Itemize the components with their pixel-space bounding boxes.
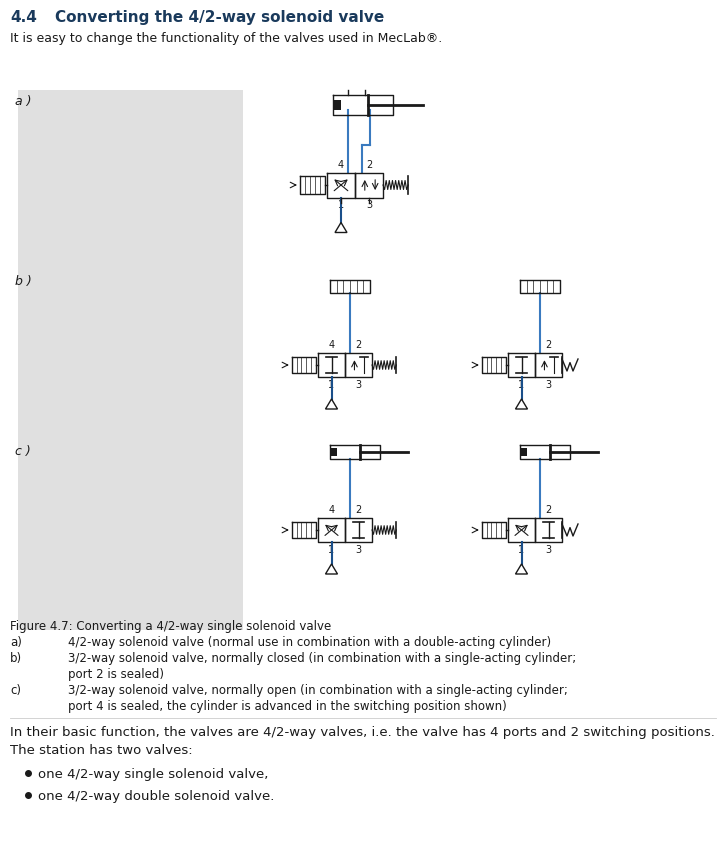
Text: It is easy to change the functionality of the valves used in MecLab®.: It is easy to change the functionality o… [10,32,442,45]
Text: 1: 1 [328,545,335,555]
Text: 4: 4 [338,159,344,170]
Text: b ): b ) [15,275,32,288]
Text: 4.4: 4.4 [10,10,37,25]
Text: b): b) [10,652,22,665]
Text: 1: 1 [518,545,525,555]
Text: 4/2-way solenoid valve (normal use in combination with a double-acting cylinder): 4/2-way solenoid valve (normal use in co… [68,636,551,649]
Text: c): c) [10,684,21,697]
Text: a): a) [10,636,22,649]
Bar [18,440,243,630]
Bar [330,448,337,456]
Text: 3/2-way solenoid valve, normally closed (in combination with a single-acting cyl: 3/2-way solenoid valve, normally closed … [68,652,576,665]
Text: 4: 4 [328,340,335,350]
Text: 2: 2 [366,159,372,170]
Text: 1: 1 [328,380,335,390]
Text: 2: 2 [545,340,552,350]
Text: 3: 3 [366,201,372,210]
Text: 3/2-way solenoid valve, normally open (in combination with a single-acting cylin: 3/2-way solenoid valve, normally open (i… [68,684,568,697]
Text: 2: 2 [355,505,362,515]
Text: 1: 1 [338,201,344,210]
Bar [18,90,243,280]
Text: In their basic function, the valves are 4/2-way valves, i.e. the valve has 4 por: In their basic function, the valves are … [10,726,715,739]
Text: port 2 is sealed): port 2 is sealed) [68,668,164,681]
Text: 3: 3 [545,545,552,555]
Text: one 4/2-way double solenoid valve.: one 4/2-way double solenoid valve. [38,790,274,803]
Text: port 4 is sealed, the cylinder is advanced in the switching position shown): port 4 is sealed, the cylinder is advanc… [68,700,507,713]
Text: 2: 2 [545,505,552,515]
Text: 4: 4 [328,505,335,515]
Text: a ): a ) [15,95,31,108]
Bar [18,270,243,460]
Text: Converting the 4/2-way solenoid valve: Converting the 4/2-way solenoid valve [55,10,384,25]
Text: 2: 2 [355,340,362,350]
Text: c ): c ) [15,445,30,458]
Text: 3: 3 [356,380,362,390]
Bar [333,100,341,110]
Text: Figure 4.7: Converting a 4/2-way single solenoid valve: Figure 4.7: Converting a 4/2-way single … [10,620,331,633]
Text: 3: 3 [545,380,552,390]
Text: one 4/2-way single solenoid valve,: one 4/2-way single solenoid valve, [38,768,269,781]
Text: The station has two valves:: The station has two valves: [10,744,192,757]
Text: 1: 1 [518,380,525,390]
Bar [520,448,527,456]
Text: 3: 3 [356,545,362,555]
